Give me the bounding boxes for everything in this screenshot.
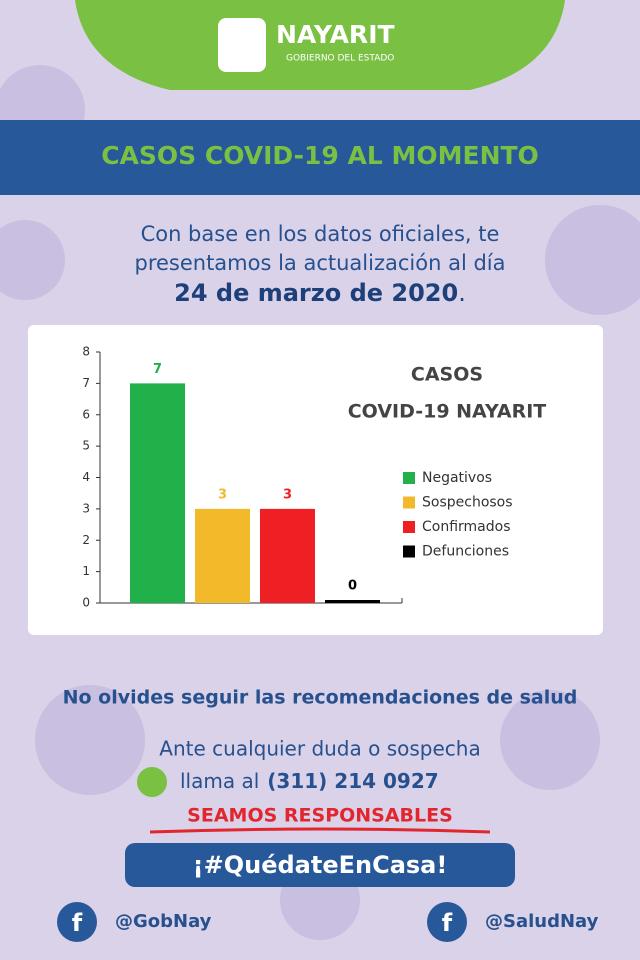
facebook-glyph: f [442, 909, 453, 937]
contact-line: Ante cualquier duda o sospecha [159, 737, 480, 761]
hashtag: ¡#QuédateEnCasa! [193, 851, 448, 879]
facebook-icon [427, 902, 467, 942]
y-tick-label: 6 [82, 407, 90, 421]
header-shape [75, 0, 565, 90]
legend-label: Confirmados [422, 519, 511, 535]
value-label: 3 [218, 487, 227, 502]
intro-date: 24 de marzo de 2020. [174, 279, 466, 307]
y-tick-label: 1 [82, 564, 90, 578]
y-tick-label: 0 [82, 596, 90, 610]
facebook-icon [57, 902, 97, 942]
contact-call: llama al (311) 214 0927 [180, 769, 439, 793]
legend-label: Sospechosos [422, 495, 513, 511]
intro-line: presentamos la actualización al día [134, 251, 505, 275]
call: llama al [180, 769, 259, 793]
banner [0, 120, 640, 195]
y-tick-label: 4 [82, 470, 90, 484]
legend-swatch [403, 545, 415, 558]
phone: (311) 214 0927 [267, 769, 438, 793]
y-tick-label: 2 [82, 533, 90, 547]
chart-title: CASOS [411, 364, 483, 386]
chart-card [28, 325, 603, 635]
header-title: NAYARIT [276, 20, 395, 49]
facebook-glyph: f [72, 909, 83, 937]
value-label: 3 [283, 487, 292, 502]
legend-swatch [403, 521, 415, 533]
banner-title: CASOS COVID-19 AL MOMENTO [101, 141, 539, 170]
y-tick-label: 7 [82, 376, 90, 390]
y-tick-label: 8 [82, 345, 90, 359]
logo [218, 18, 266, 72]
social-handle[interactable]: @GobNay [115, 911, 212, 932]
value-label: 0 [348, 579, 357, 594]
value-label: 7 [153, 362, 162, 377]
bar [195, 508, 250, 603]
phone-icon [137, 767, 167, 797]
chart: 0 1 2 3 4 5 6 7 8 7 3 3 0 CASOS COVID-19 NAYARIT Negati… [82, 345, 546, 610]
bar [325, 600, 380, 603]
social-handle[interactable]: @SaludNay [485, 911, 599, 932]
bar [130, 383, 185, 603]
legend-label: Defunciones [422, 544, 509, 560]
reminder: No olvides seguir las recomendaciones de… [63, 687, 578, 709]
date: 24 de marzo de 2020 [174, 279, 458, 307]
underline [149, 827, 491, 834]
intro-line: Con base en los datos oficiales, te [141, 222, 500, 246]
bar [260, 508, 315, 603]
y-tick-label: 5 [82, 439, 90, 453]
legend-swatch [403, 472, 415, 484]
slogan: SEAMOS RESPONSABLES [187, 805, 453, 827]
legend-swatch [403, 496, 415, 509]
period: . [458, 279, 466, 307]
header-subtitle: GOBIERNO DEL ESTADO [286, 54, 394, 64]
legend-label: Negativos [422, 470, 492, 486]
y-tick-label: 3 [82, 501, 90, 515]
hashtag-box [125, 843, 515, 887]
chart-title: COVID-19 NAYARIT [348, 401, 547, 423]
